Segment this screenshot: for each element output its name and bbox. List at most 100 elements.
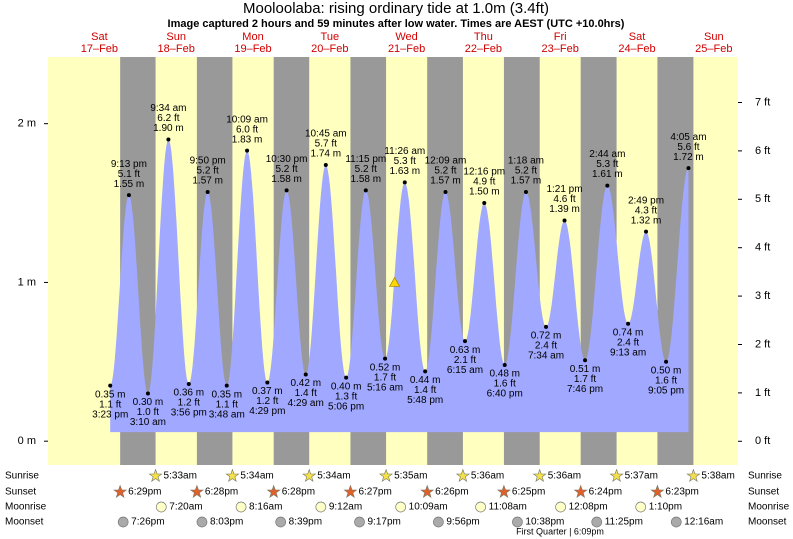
extreme-dot: [303, 372, 308, 377]
moonset-time: 8:03pm: [210, 517, 243, 528]
moonrise-time: 7:20am: [169, 502, 202, 513]
extreme-label: 1.83 m: [232, 134, 263, 145]
sunset-icon: [343, 484, 358, 499]
extreme-label: 4:05 am: [670, 132, 706, 143]
extreme-dot: [383, 356, 388, 361]
extreme-label: 1.61 m: [592, 169, 623, 180]
extreme-label: 4.3 ft: [635, 205, 657, 216]
sunset-time: 6:24pm: [589, 487, 622, 498]
sunrise-time: 5:36am: [548, 471, 581, 482]
extreme-label: 5.6 ft: [677, 142, 699, 153]
extreme-label: 1.58 m: [271, 174, 302, 185]
extreme-dot: [205, 189, 210, 194]
sunset-time: 6:29pm: [128, 487, 161, 498]
y2-tick-label: 1 ft: [755, 387, 770, 399]
sunset-icon: [420, 484, 435, 499]
chart-subtitle: Image captured 2 hours and 59 minutes af…: [168, 18, 625, 30]
extreme-label: 1.7 ft: [374, 372, 396, 383]
extreme-label: 5.3 ft: [394, 156, 416, 167]
extreme-label: 0.74 m: [613, 327, 644, 338]
extreme-label: 9:05 pm: [648, 385, 684, 396]
extreme-label: 4:29 am: [288, 398, 324, 409]
row-label: Sunset: [5, 487, 36, 498]
moonrise-time: 12:08pm: [569, 502, 608, 513]
extreme-dot: [186, 382, 191, 387]
sunset-icon: [573, 484, 588, 499]
extreme-label: 9:34 am: [150, 103, 186, 114]
moonrise-icon: [475, 501, 486, 513]
sunrise-icon: [686, 468, 701, 483]
moonrise-time: 1:10pm: [649, 502, 682, 513]
extreme-label: 3:48 am: [209, 409, 245, 420]
day-date: 24–Feb: [618, 43, 655, 55]
moonrise-icon: [155, 501, 167, 513]
day-name: Fri: [554, 31, 567, 43]
extreme-label: 1.57 m: [192, 176, 223, 187]
y2-tick-label: 7 ft: [755, 96, 770, 108]
day-date: 19–Feb: [234, 43, 271, 55]
sunset-time: 6:26pm: [435, 487, 468, 498]
sunrise-icon: [379, 468, 394, 483]
day-name: Sat: [91, 31, 108, 43]
extreme-label: 2:44 am: [589, 149, 625, 160]
sunset-icon: [113, 484, 128, 499]
extreme-label: 0.50 m: [651, 365, 682, 376]
extreme-label: 1.72 m: [673, 152, 704, 163]
moonset-time: 9:17pm: [368, 517, 401, 528]
extreme-label: 0.63 m: [450, 345, 481, 356]
extreme-label: 5.7 ft: [315, 139, 337, 150]
extreme-label: 0.72 m: [531, 331, 562, 342]
extreme-label: 10:30 pm: [266, 154, 308, 165]
extreme-dot: [482, 201, 487, 206]
extreme-label: 5.1 ft: [118, 169, 140, 180]
sunset-time: 6:28pm: [282, 487, 315, 498]
sunrise-icon: [455, 468, 470, 483]
extreme-label: 6:15 am: [447, 365, 483, 376]
extreme-label: 10:45 am: [305, 129, 347, 140]
extreme-label: 5:48 pm: [407, 395, 443, 406]
sunrise-icon: [225, 468, 240, 483]
extreme-label: 5:16 am: [367, 382, 403, 393]
chart-title: Mooloolaba: rising ordinary tide at 1.0m…: [243, 0, 549, 17]
extreme-label: 9:13 am: [610, 347, 646, 358]
extreme-dot: [245, 148, 250, 153]
y2-tick-label: 6 ft: [755, 145, 770, 157]
moonset-time: 12:16am: [684, 517, 723, 528]
extreme-label: 1.4 ft: [414, 385, 436, 396]
extreme-label: 0.52 m: [370, 362, 401, 373]
extreme-dot: [583, 358, 588, 363]
day-name: Mon: [242, 31, 263, 43]
day-name: Wed: [395, 31, 417, 43]
extreme-label: 0.44 m: [410, 375, 441, 386]
sunset-icon: [189, 484, 204, 499]
sunrise-time: 5:33am: [164, 471, 197, 482]
moonset-icon: [670, 516, 682, 528]
day-name: Sun: [704, 31, 724, 43]
day-date: 20–Feb: [311, 43, 348, 55]
extreme-label: 1.2 ft: [256, 396, 278, 407]
sunrise-time: 5:34am: [317, 471, 350, 482]
extreme-dot: [126, 193, 131, 198]
sunset-time: 6:27pm: [358, 487, 391, 498]
extreme-dot: [605, 183, 610, 188]
extreme-label: 1.1 ft: [99, 399, 121, 410]
extreme-dot: [224, 383, 229, 388]
sunrise-time: 5:34am: [240, 471, 273, 482]
extreme-label: 5.2 ft: [434, 166, 456, 177]
day-date: 17–Feb: [81, 43, 118, 55]
row-label: Sunrise: [748, 471, 782, 482]
moonrise-icon: [635, 501, 647, 513]
extreme-label: 0.35 m: [211, 389, 242, 400]
moonset-time: 7:26pm: [131, 517, 164, 528]
y2-tick-label: 0 ft: [755, 435, 770, 447]
extreme-label: 1.58 m: [351, 174, 382, 185]
extreme-label: 5.2 ft: [197, 166, 219, 177]
extreme-label: 2.4 ft: [617, 337, 639, 348]
extreme-dot: [145, 391, 150, 396]
extreme-label: 0.48 m: [489, 369, 520, 380]
extreme-label: 7:34 am: [528, 351, 564, 362]
sunrise-icon: [609, 468, 624, 483]
extreme-dot: [664, 359, 669, 364]
extreme-label: 1.63 m: [389, 166, 420, 177]
